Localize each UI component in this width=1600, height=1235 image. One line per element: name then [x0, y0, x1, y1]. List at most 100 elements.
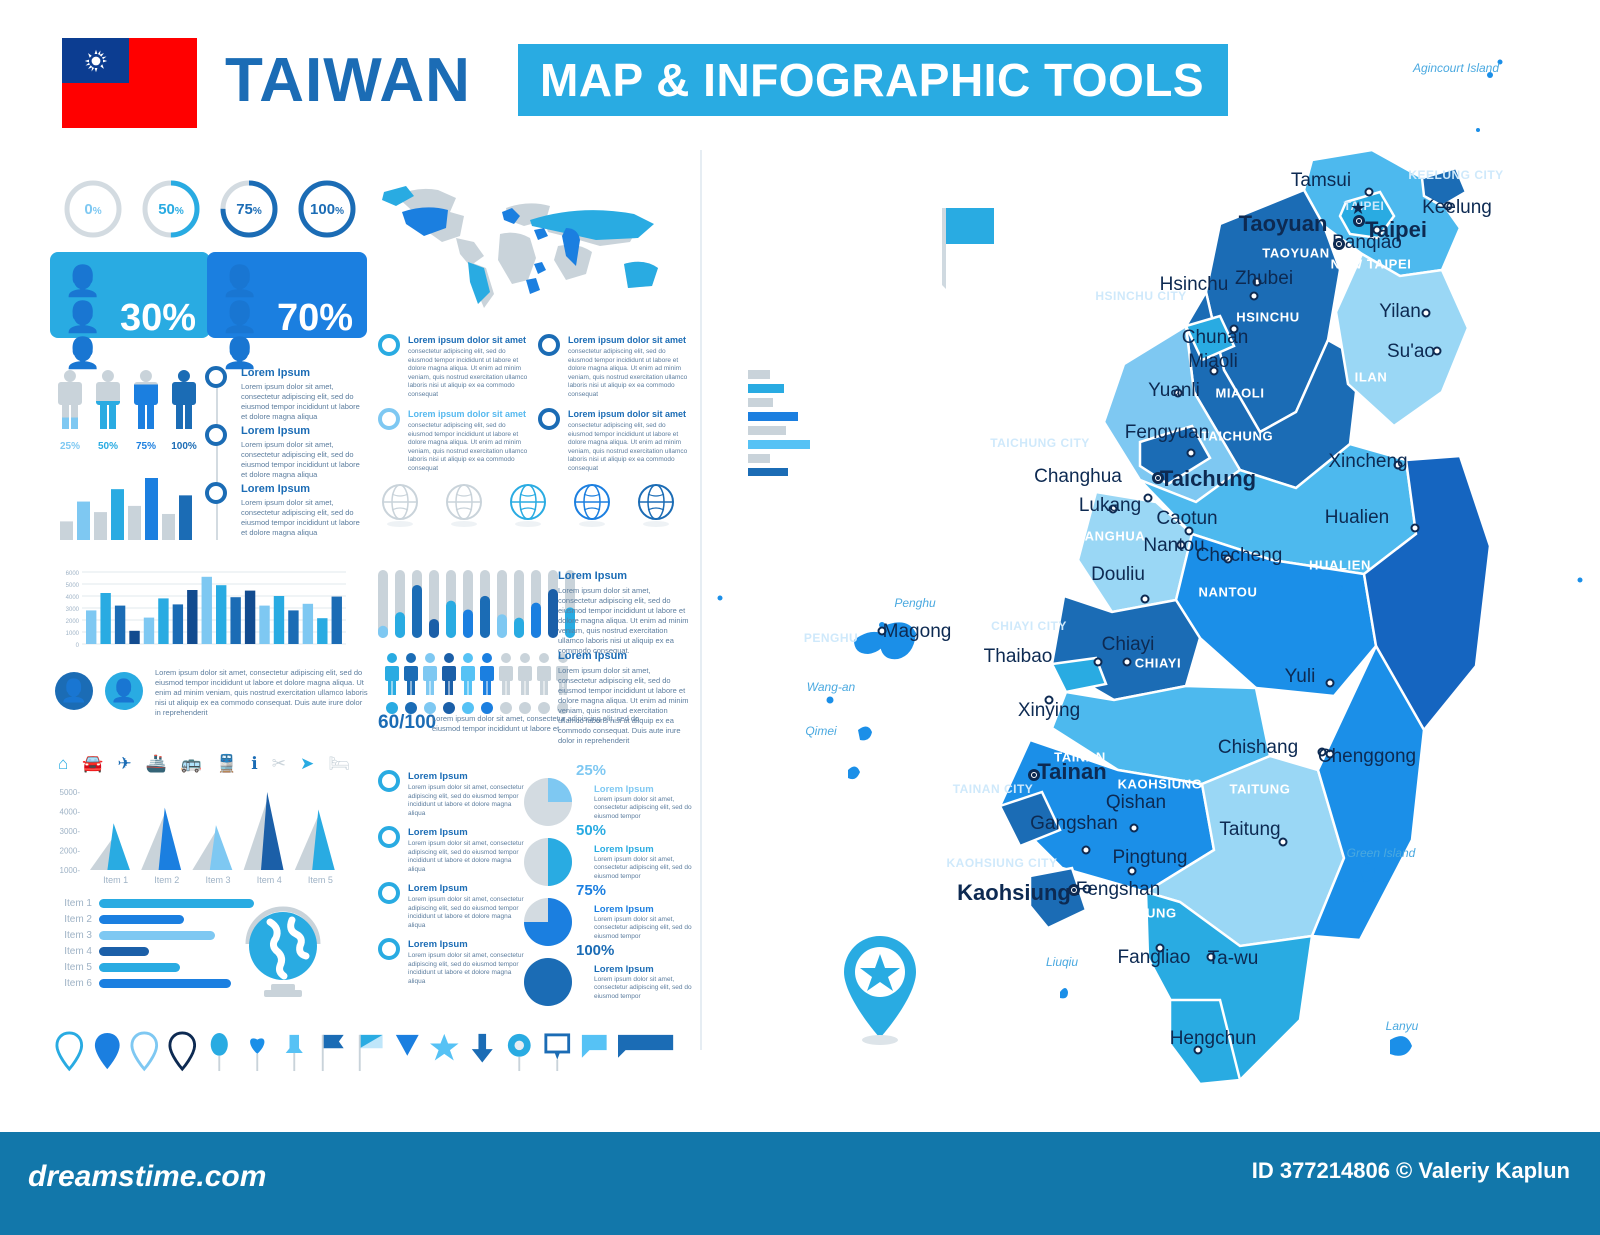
circle-target-pin[interactable]: [505, 1030, 534, 1074]
map-city-dot[interactable]: [1353, 215, 1365, 227]
map-city-label[interactable]: Hualien: [1324, 507, 1390, 528]
block-bullet[interactable]: [378, 334, 400, 356]
map-city-label[interactable]: Checheng: [1195, 545, 1283, 566]
map-city-dot[interactable]: [1184, 526, 1194, 536]
pin-outline-cyan[interactable]: [130, 1030, 159, 1074]
list-bullet[interactable]: [378, 882, 400, 904]
map-city-label[interactable]: Taichung: [1159, 466, 1257, 491]
map-city-dot[interactable]: [1155, 943, 1165, 953]
map-city-label[interactable]: Yuli: [1284, 666, 1316, 687]
map-city-dot[interactable]: [1432, 346, 1442, 356]
map-city-label[interactable]: Taoyuan: [1238, 211, 1328, 236]
flag-marker-icon[interactable]: [934, 205, 1000, 295]
map-city-label[interactable]: Chunan: [1181, 327, 1249, 348]
star-pin[interactable]: [430, 1030, 459, 1074]
location-pin-marker[interactable]: [838, 930, 922, 1046]
map-city-label[interactable]: Hengchun: [1169, 1028, 1257, 1049]
map-city-dot[interactable]: [1044, 695, 1054, 705]
map-city-dot[interactable]: [1249, 291, 1259, 301]
map-city-label[interactable]: Chiayi: [1101, 634, 1155, 655]
map-city-dot[interactable]: [877, 626, 887, 636]
map-city-label[interactable]: Xincheng: [1328, 451, 1408, 472]
map-city-label[interactable]: Kaohsiung: [957, 880, 1071, 905]
map-city-label[interactable]: Fangliao: [1117, 947, 1191, 968]
map-city-dot[interactable]: [1068, 884, 1080, 896]
map-city-label[interactable]: Caotun: [1156, 508, 1218, 529]
map-city-label[interactable]: Taitung: [1219, 819, 1281, 840]
map-city-dot[interactable]: [1209, 366, 1219, 376]
map-city-dot[interactable]: [1325, 749, 1335, 759]
block-bullet[interactable]: [538, 408, 560, 430]
map-city-label[interactable]: Lukang: [1078, 495, 1142, 516]
info-icon[interactable]: ℹ: [251, 753, 258, 773]
map-city-dot[interactable]: [1129, 823, 1139, 833]
map-city-label[interactable]: Yuanli: [1148, 380, 1200, 401]
map-city-dot[interactable]: [1028, 769, 1040, 781]
map-city-dot[interactable]: [1421, 308, 1431, 318]
map-city-label[interactable]: Chishang: [1217, 737, 1299, 758]
speech-bubble-light[interactable]: [580, 1030, 609, 1074]
map-city-dot[interactable]: [1443, 201, 1453, 211]
map-city-dot[interactable]: [1081, 845, 1091, 855]
square-callout-pin[interactable]: [543, 1030, 572, 1074]
list-bullet[interactable]: [378, 770, 400, 792]
map-city-label[interactable]: Xinying: [1017, 700, 1081, 721]
map-city-label[interactable]: Magong: [882, 621, 952, 642]
map-city-dot[interactable]: [1252, 277, 1262, 287]
map-city-label[interactable]: Fengshan: [1075, 879, 1161, 900]
map-city-label[interactable]: Banqiao: [1332, 232, 1402, 253]
timeline-bullet[interactable]: [205, 482, 227, 504]
map-city-dot[interactable]: [1410, 523, 1420, 533]
timeline-bullet[interactable]: [205, 366, 227, 388]
map-city-dot[interactable]: [1122, 657, 1132, 667]
map-city-dot[interactable]: [1152, 472, 1164, 484]
list-bullet[interactable]: [378, 826, 400, 848]
arrow-down-icon[interactable]: [468, 1030, 497, 1074]
flag-pin[interactable]: [318, 1030, 347, 1074]
car-icon[interactable]: 🚘: [82, 753, 104, 773]
map-city-label[interactable]: Gangshan: [1030, 813, 1118, 834]
map-city-dot[interactable]: [1140, 594, 1150, 604]
ship-icon[interactable]: 🚢: [145, 753, 167, 773]
paper-plane-icon[interactable]: ➤: [299, 753, 315, 773]
list-bullet[interactable]: [378, 938, 400, 960]
map-city-dot[interactable]: [1393, 460, 1403, 470]
map-city-dot[interactable]: [1082, 884, 1092, 894]
timeline-bullet[interactable]: [205, 424, 227, 446]
map-city-label[interactable]: Douliu: [1091, 564, 1145, 585]
taiwan-map[interactable]: TAIPEI NEW TAIPEI KEELUNG CITY TAOYUAN HSINC…: [700, 40, 1600, 1120]
bus-icon[interactable]: 🚌: [180, 753, 203, 773]
map-city-label[interactable]: Hsinchu: [1159, 274, 1229, 295]
map-city-label[interactable]: Ta-wu: [1207, 948, 1259, 969]
map-city-dot[interactable]: [1108, 504, 1118, 514]
map-city-label[interactable]: Changhua: [1034, 466, 1122, 487]
map-city-dot[interactable]: [1278, 837, 1288, 847]
map-city-dot[interactable]: [1176, 540, 1186, 550]
map-city-dot[interactable]: [1372, 225, 1382, 235]
map-city-dot[interactable]: [1364, 187, 1374, 197]
map-city-label[interactable]: Tamsui: [1290, 170, 1352, 191]
map-city-dot[interactable]: [1229, 324, 1239, 334]
bed-icon[interactable]: 🛏: [328, 753, 350, 773]
map-city-label[interactable]: Tainan: [1037, 759, 1107, 784]
map-city-label[interactable]: Yilan: [1379, 301, 1421, 322]
block-bullet[interactable]: [538, 334, 560, 356]
pin-outline-dark[interactable]: [168, 1030, 197, 1074]
pin-outline-light[interactable]: [55, 1030, 84, 1074]
map-city-dot[interactable]: [1186, 448, 1196, 458]
map-city-dot[interactable]: [1127, 866, 1137, 876]
map-city-label[interactable]: Su'ao: [1386, 341, 1436, 362]
map-city-label[interactable]: Qishan: [1105, 792, 1167, 813]
push-pin[interactable]: [280, 1030, 309, 1074]
pin-solid-blue[interactable]: [93, 1030, 122, 1074]
map-city-dot[interactable]: [1325, 678, 1335, 688]
map-city-label[interactable]: Pingtung: [1112, 847, 1188, 868]
map-city-dot[interactable]: [1143, 493, 1153, 503]
map-city-dot[interactable]: [1173, 388, 1183, 398]
map-city-label[interactable]: Thaibao: [983, 646, 1053, 667]
map-city-label[interactable]: Zhubei: [1234, 268, 1294, 289]
map-city-label[interactable]: Chenggong: [1317, 746, 1417, 767]
map-city-dot[interactable]: [1093, 657, 1103, 667]
block-bullet[interactable]: [378, 408, 400, 430]
map-city-label[interactable]: Fengyuan: [1124, 422, 1210, 443]
